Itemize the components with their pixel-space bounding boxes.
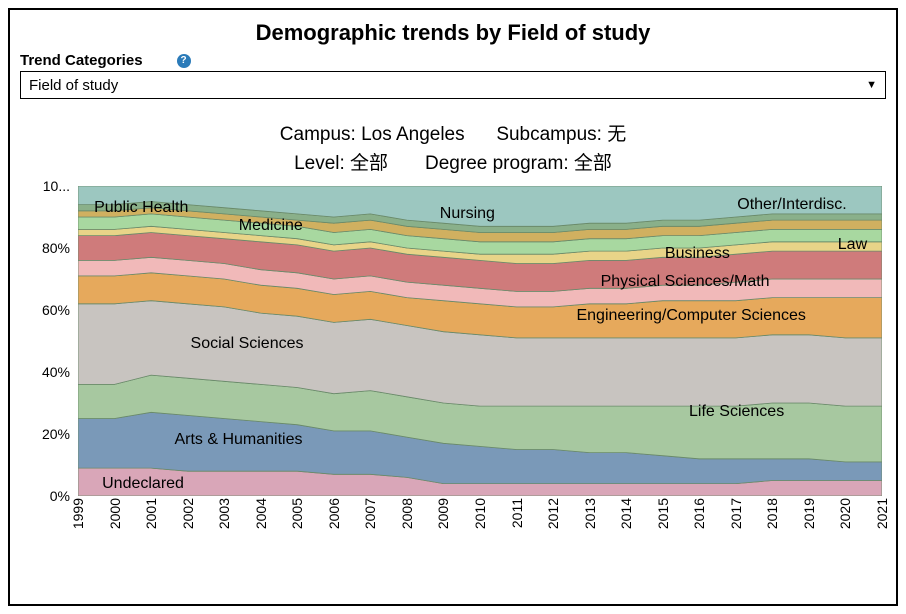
y-tick: 10... <box>43 178 70 194</box>
y-tick: 40% <box>42 364 70 380</box>
chart-area: 0%20%40%60%80%10... UndeclaredArts & Hum… <box>20 186 886 556</box>
select-value: Field of study <box>29 77 118 94</box>
x-axis: 1999200020012002200320042005200620072008… <box>78 498 882 554</box>
x-tick: 2005 <box>289 498 305 529</box>
subtitle-campus: Campus: Los Angeles <box>280 124 465 145</box>
x-tick: 2001 <box>143 498 159 529</box>
trend-categories-select[interactable]: Field of study ▼ <box>20 71 886 99</box>
trend-categories-label: Trend Categories <box>20 52 143 69</box>
x-tick: 2012 <box>545 498 561 529</box>
x-tick: 2013 <box>582 498 598 529</box>
x-tick: 2003 <box>216 498 232 529</box>
y-axis: 0%20%40%60%80%10... <box>20 186 78 496</box>
dashboard-frame: Demographic trends by Field of study Tre… <box>8 8 898 606</box>
y-tick: 0% <box>50 488 70 504</box>
chevron-down-icon: ▼ <box>866 79 877 91</box>
stacked-area-plot: Undeclared Arts & Humanities Life Sciences… <box>78 186 882 496</box>
series-label: Engineering/Computer Sciences <box>576 307 805 325</box>
x-tick: 2014 <box>618 498 634 529</box>
series-label: Medicine <box>239 217 303 235</box>
subtitle-degree: Degree program: 全部 <box>425 153 612 174</box>
x-tick: 2017 <box>728 498 744 529</box>
chart-subtitle: Campus: Los Angeles Subcampus: 无 Level: … <box>20 121 886 178</box>
help-icon[interactable]: ? <box>177 54 191 68</box>
x-tick: 1999 <box>70 498 86 529</box>
x-tick: 2018 <box>764 498 780 529</box>
x-tick: 2004 <box>253 498 269 529</box>
series-label: Law <box>838 236 867 254</box>
series-label: Physical Sciences/Math <box>601 273 770 291</box>
series-label: Undeclared <box>102 475 184 493</box>
series-label: Arts & Humanities <box>174 431 302 449</box>
x-tick: 2010 <box>472 498 488 529</box>
x-tick: 2016 <box>691 498 707 529</box>
x-tick: 2002 <box>180 498 196 529</box>
x-tick: 2008 <box>399 498 415 529</box>
y-tick: 80% <box>42 240 70 256</box>
series-label: Nursing <box>440 205 495 223</box>
y-tick: 60% <box>42 302 70 318</box>
x-tick: 2019 <box>801 498 817 529</box>
page-title: Demographic trends by Field of study <box>20 20 886 46</box>
x-tick: 2007 <box>362 498 378 529</box>
series-label: Public Health <box>94 199 188 217</box>
x-tick: 2009 <box>435 498 451 529</box>
subtitle-subcampus: Subcampus: 无 <box>496 124 626 145</box>
series-label: Life Sciences <box>689 403 784 421</box>
x-tick: 2011 <box>509 498 525 528</box>
x-tick: 2006 <box>326 498 342 529</box>
x-tick: 2021 <box>874 498 890 529</box>
x-tick: 2000 <box>107 498 123 529</box>
trend-categories-row: Trend Categories ? <box>20 52 886 69</box>
series-label: Business <box>665 245 730 263</box>
x-tick: 2015 <box>655 498 671 529</box>
subtitle-level: Level: 全部 <box>294 153 388 174</box>
series-label: Other/Interdisc. <box>737 196 846 214</box>
series-label: Social Sciences <box>191 335 304 353</box>
x-tick: 2020 <box>837 498 853 529</box>
y-tick: 20% <box>42 426 70 442</box>
